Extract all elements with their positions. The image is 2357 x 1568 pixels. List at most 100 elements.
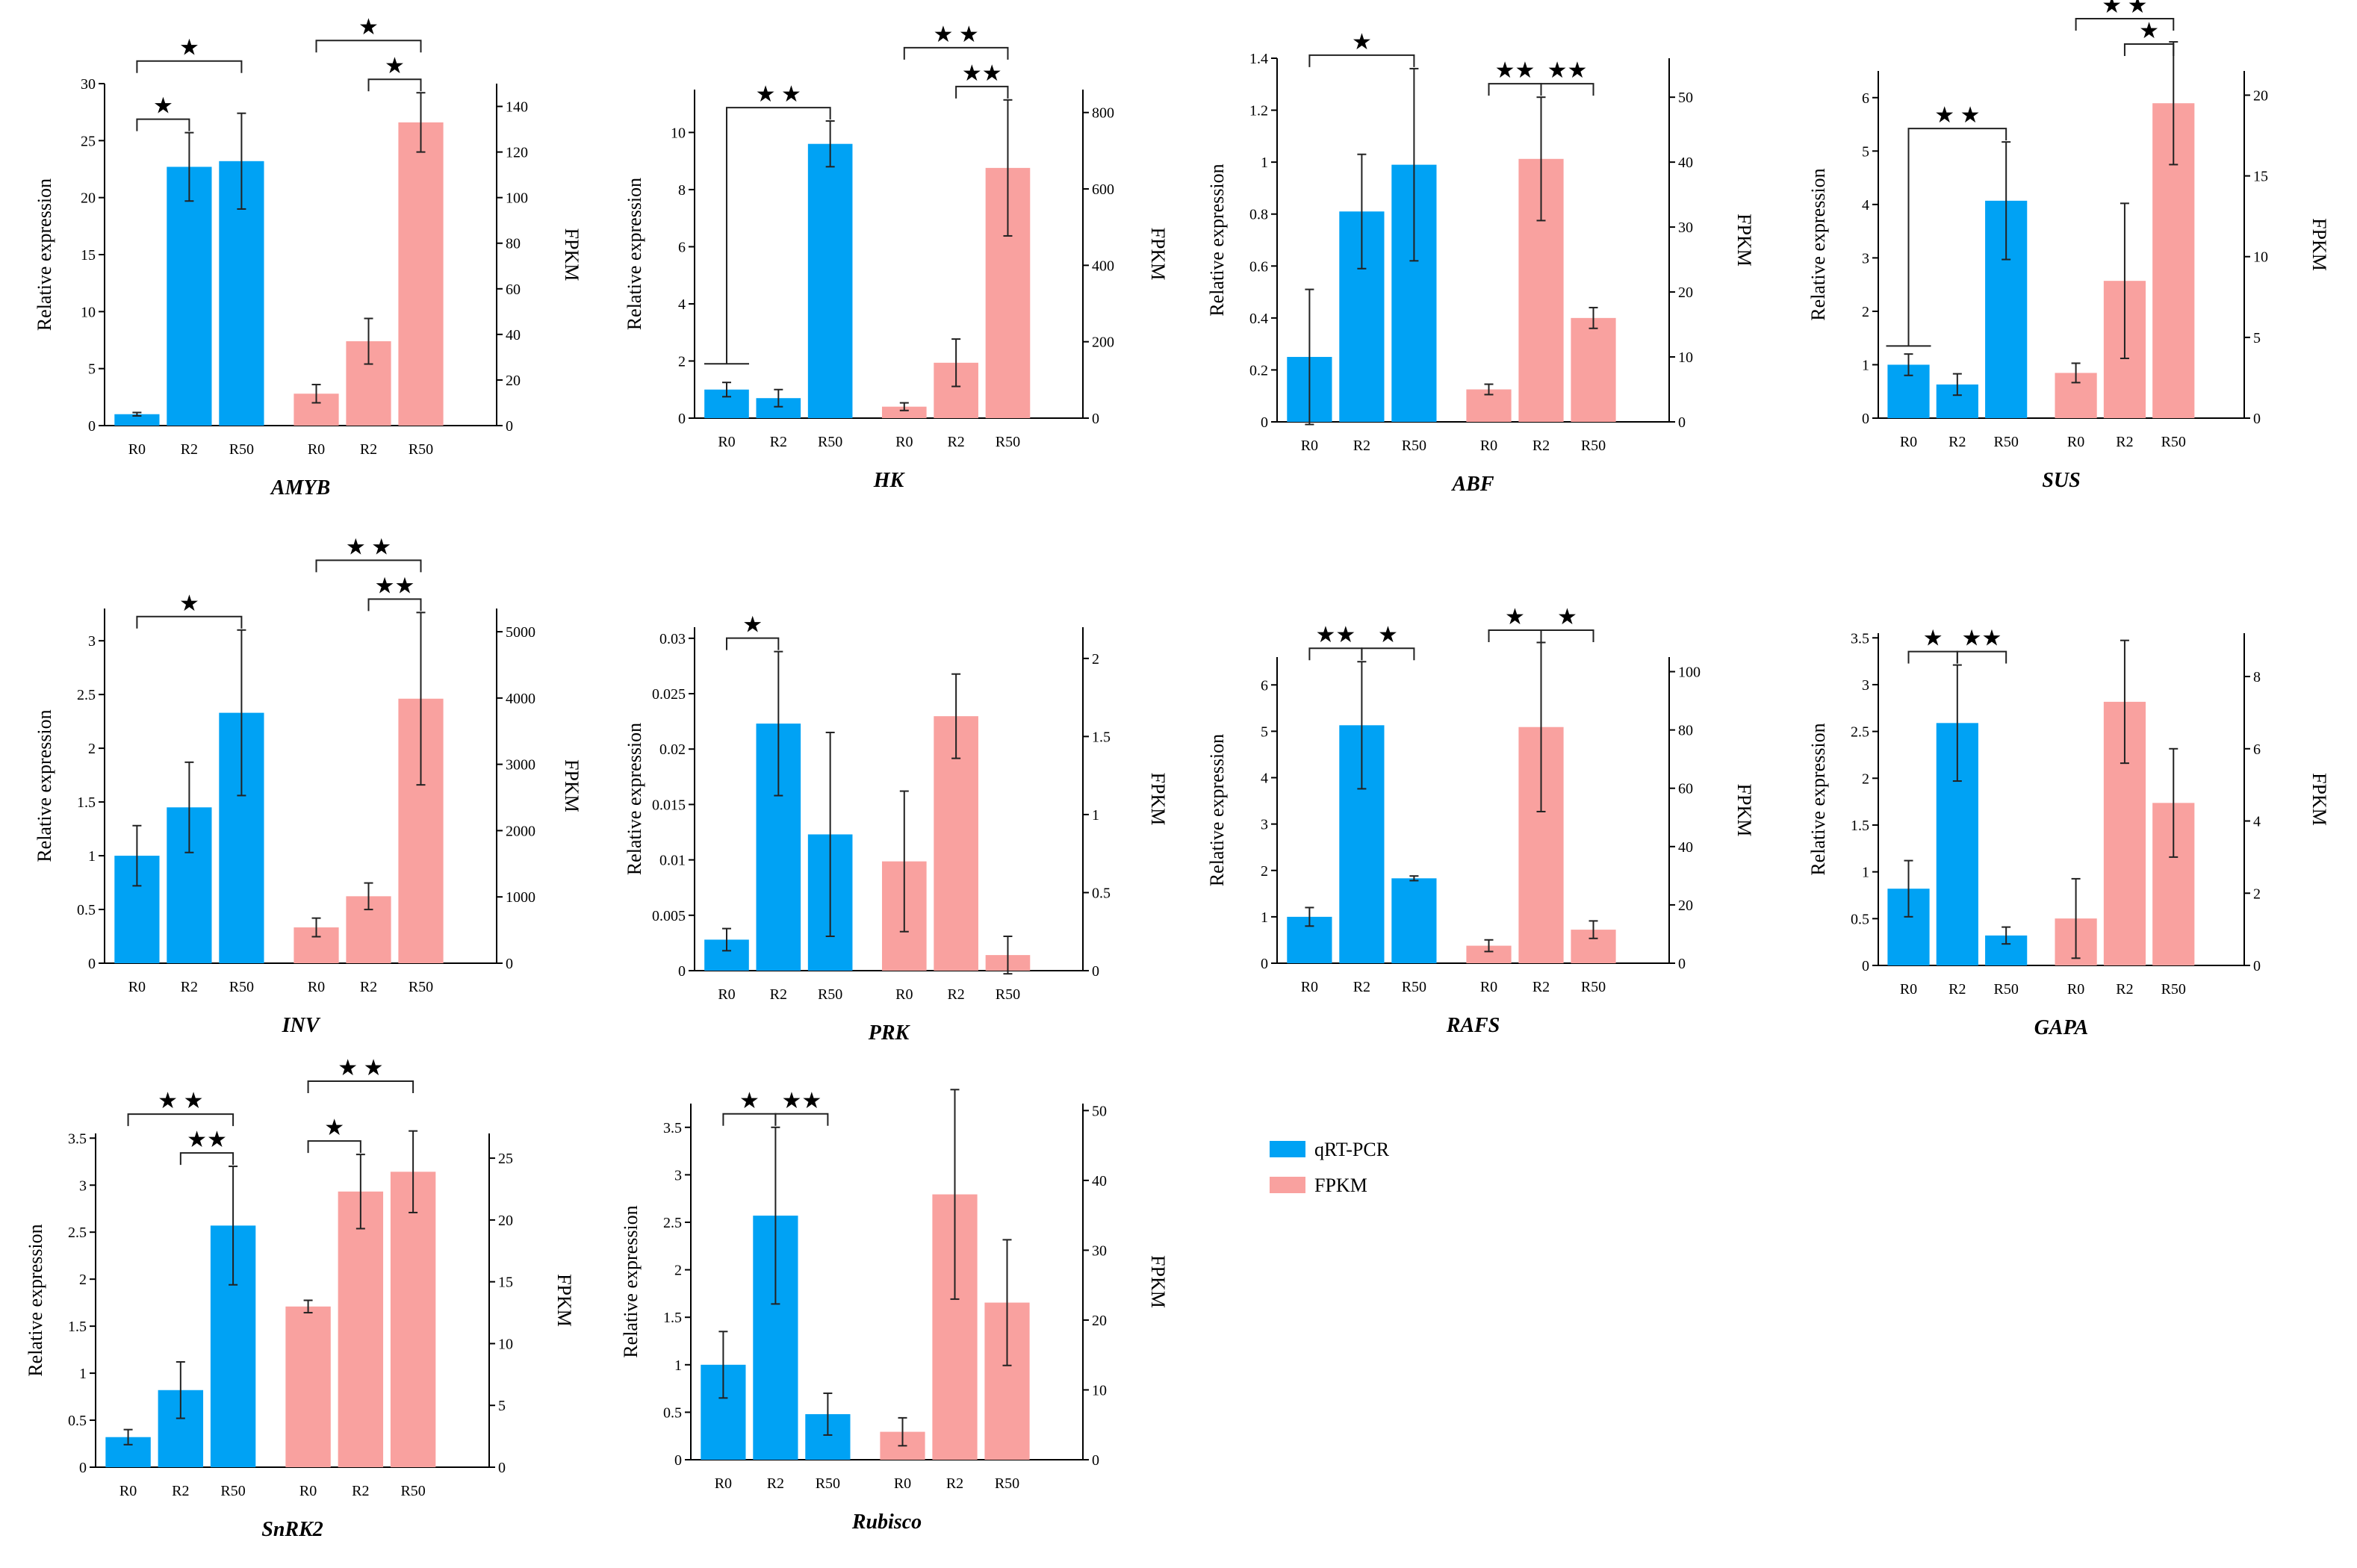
significance-stars: ★ [179,591,199,616]
left-tick-label: 2 [674,1263,682,1279]
significance-stars: ★ ★ [756,82,801,107]
right-tick-label: 120 [506,145,528,161]
gene-name: AMYB [270,476,330,500]
bar-fpkm-r2 [338,1191,384,1467]
gene-name: Rubisco [851,1511,922,1534]
left-tick-label: 0.025 [652,686,686,703]
significance-stars: ★ [324,1116,344,1140]
gene-name: HK [873,469,906,492]
category-label: R0 [128,441,146,458]
right-tick-label: 4000 [506,691,535,707]
left-tick-label: 0.6 [1249,258,1268,275]
right-tick-label: 1.5 [1092,729,1111,745]
left-tick-label: 20 [81,190,96,207]
category-label: R2 [1353,438,1370,454]
right-tick-label: 40 [1678,839,1693,856]
significance-bracket [307,1140,361,1154]
left-tick-label: 3.5 [1851,630,1869,647]
significance-bracket [1540,629,1594,642]
category-label: R2 [1532,438,1550,454]
category-label: R50 [1994,434,2019,450]
right-tick-label: 5 [498,1398,506,1414]
category-label: R50 [229,979,254,995]
left-tick-label: 1 [1261,909,1268,926]
category-label: R2 [1353,979,1370,995]
significance-stars: ★ ★ [2102,0,2147,18]
chart-panel-prk: 0 0.005 0.01 0.015 0.02 0.025 0.03 0 0.5 1 1.5 2 Rel… [624,613,1169,1045]
right-axis-title: FPKM [561,759,583,812]
category-label: R0 [299,1483,317,1499]
significance-stars: ★ [2139,19,2159,43]
significance-stars: ★★ [1962,626,2002,651]
left-axis-title: Relative expression [25,1224,46,1376]
right-axis-title: FPKM [1733,784,1755,837]
significance-bracket [1308,54,1415,67]
chart-panel-sus: 0 1 2 3 4 5 6 0 5 10 15 20 Relative expression FPKM R0… [1807,0,2330,492]
significance-bracket [136,60,243,73]
right-tick-label: 20 [2253,87,2268,104]
chart-panel-abf: 0 0.2 0.4 0.6 0.8 1 1.2 1.4 0 10 20 30 40 50 Relative … [1206,30,1755,496]
left-tick-label: 0.2 [1249,362,1268,379]
significance-bracket [1540,83,1594,96]
gene-name: GAPA [2034,1016,2089,1039]
significance-stars: ★ [739,1089,760,1113]
right-tick-label: 0 [1678,956,1686,972]
category-label: R0 [895,986,913,1003]
right-tick-label: 50 [1678,90,1693,106]
right-tick-label: 200 [1092,335,1114,351]
left-axis-title: Relative expression [624,723,645,875]
right-tick-label: 3000 [506,757,535,774]
left-tick-label: 4 [678,296,686,313]
significance-bracket [903,46,1009,60]
right-tick-label: 2 [1092,651,1099,668]
category-label: R2 [1948,434,1966,450]
left-axis-title: Relative expression [1807,723,1829,875]
significance-bracket [307,1080,414,1093]
gene-name: SUS [2042,469,2080,492]
right-axis-title: FPKM [2308,773,2330,826]
left-tick-label: 3 [1862,677,1869,694]
category-label: R0 [308,441,325,458]
left-tick-label: 1 [1862,865,1869,881]
category-label: R2 [1532,979,1550,995]
significance-stars: ★ [1352,30,1372,55]
right-tick-label: 40 [1092,1173,1107,1189]
left-tick-label: 0.5 [68,1413,87,1429]
right-tick-label: 4 [2253,814,2261,830]
right-tick-label: 30 [1678,220,1693,236]
right-tick-label: 800 [1092,105,1114,122]
category-label: R0 [308,979,325,995]
bar-fpkm-r0 [285,1306,331,1467]
category-label: R50 [818,986,842,1003]
left-tick-label: 2 [1862,771,1869,787]
right-tick-label: 60 [506,281,521,298]
category-label: R50 [996,434,1020,450]
category-label: R2 [172,1483,189,1499]
left-tick-label: 10 [81,304,96,320]
left-tick-label: 6 [678,239,686,255]
left-tick-label: 3.5 [663,1120,682,1136]
category-label: R0 [1480,979,1497,995]
right-tick-label: 140 [506,99,528,116]
significance-stars: ★★ [187,1127,227,1152]
right-tick-label: 0 [2253,411,2261,427]
significance-bracket [367,78,422,92]
left-tick-label: 0.5 [663,1404,682,1421]
significance-stars: ★★ [1495,58,1535,83]
left-tick-label: 0.03 [659,631,686,647]
category-label: R50 [229,441,254,458]
left-axis-title: Relative expression [1206,734,1228,886]
left-tick-label: 3.5 [68,1130,87,1147]
left-tick-label: 6 [1261,677,1268,694]
significance-bracket [127,1113,235,1127]
right-tick-label: 1 [1092,807,1099,824]
category-label: R50 [400,1483,425,1499]
right-tick-label: 20 [1092,1313,1107,1329]
right-tick-label: 80 [1678,723,1693,739]
bar-qrt-r2 [167,167,212,426]
left-tick-label: 1.5 [663,1310,682,1326]
left-tick-label: 3 [1862,250,1869,267]
right-tick-label: 20 [1678,897,1693,914]
right-tick-label: 5 [2253,330,2261,346]
category-label: R0 [895,434,913,450]
